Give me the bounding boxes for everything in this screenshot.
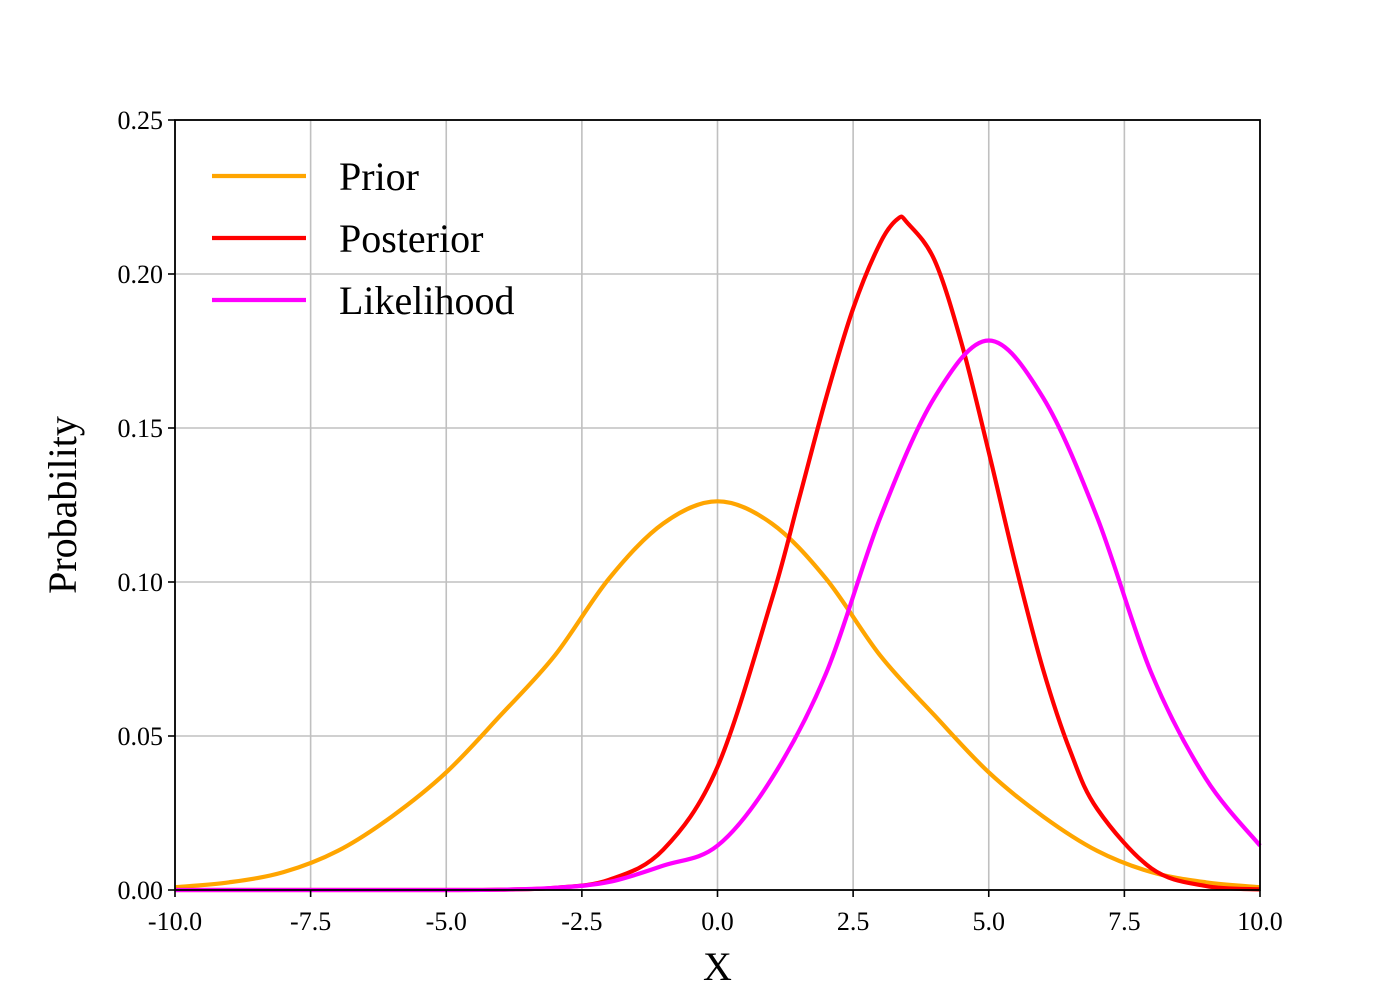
- y-tick-label: 0.00: [118, 876, 164, 905]
- legend: Prior Posterior Likelihood: [212, 154, 515, 323]
- y-axis-label: Probability: [40, 416, 85, 594]
- legend-item-posterior: Posterior: [212, 216, 483, 261]
- x-tick-label: -10.0: [148, 907, 202, 936]
- legend-label: Likelihood: [339, 278, 515, 323]
- grid-layer: [174, 119, 1261, 891]
- x-tick-label: -5.0: [426, 907, 467, 936]
- y-tick-label: 0.10: [118, 568, 164, 597]
- tick-layer: -10.0 -7.5 -5.0 -2.5 0.0 2.5 5.0 7.5 10.0 0.00 0.0…: [118, 106, 1283, 936]
- x-tick-label: -7.5: [290, 907, 331, 936]
- x-tick-label: -2.5: [561, 907, 602, 936]
- legend-label: Prior: [339, 154, 419, 199]
- x-tick-label: 7.5: [1108, 907, 1141, 936]
- series-line-prior: [174, 499, 1261, 890]
- y-tick-label: 0.25: [118, 106, 164, 135]
- y-tick-label: 0.15: [118, 414, 164, 443]
- x-tick-label: 2.5: [837, 907, 870, 936]
- x-tick-label: 10.0: [1237, 907, 1283, 936]
- legend-item-likelihood: Likelihood: [212, 278, 515, 323]
- x-tick-label: 5.0: [973, 907, 1006, 936]
- legend-label: Posterior: [339, 216, 483, 261]
- y-tick-label: 0.20: [118, 260, 164, 289]
- x-tick-label: 0.0: [701, 907, 734, 936]
- x-axis-label: X: [703, 944, 732, 989]
- legend-item-prior: Prior: [212, 154, 419, 199]
- y-tick-label: 0.05: [118, 722, 164, 751]
